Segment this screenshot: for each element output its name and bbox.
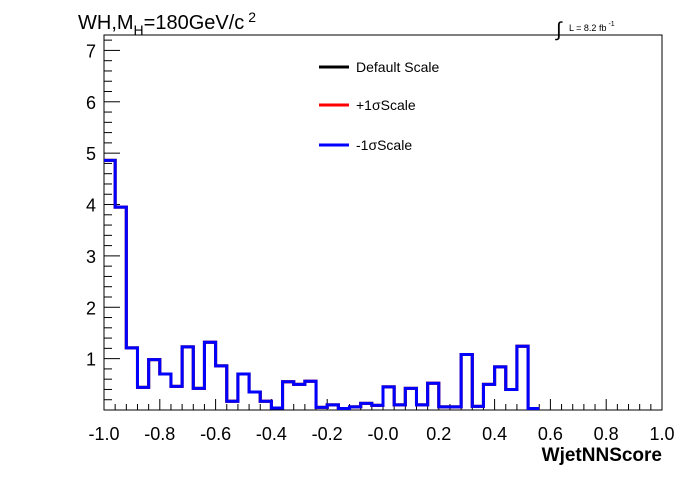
x-tick-label: 0.4: [482, 424, 507, 444]
chart-title-superscript: 2: [248, 9, 256, 25]
x-tick-label: -0.8: [144, 424, 175, 444]
x-tick-label: -0.6: [200, 424, 231, 444]
luminosity-superscript: -1: [608, 21, 614, 28]
x-tick-label: -0.4: [256, 424, 287, 444]
series-line-1-scale: [104, 158, 540, 410]
chart-title-rest: =180GeV/c: [144, 12, 245, 34]
y-tick-label: 1: [86, 350, 96, 370]
series-line-default-scale: [104, 158, 540, 410]
luminosity-text: L = 8.2 fb: [569, 23, 606, 33]
y-tick-label: 2: [86, 298, 96, 318]
series-group: [104, 158, 540, 410]
luminosity-integral-symbol: ∫: [555, 19, 563, 41]
y-tick-label: 7: [86, 41, 96, 61]
legend: Default Scale +1σScale -1σScale: [319, 59, 439, 153]
chart-title-subscript: H: [134, 22, 144, 38]
legend-label-plus-sigma: +1σScale: [356, 97, 416, 113]
legend-label-default-scale: Default Scale: [356, 59, 439, 75]
plot-frame: [103, 34, 663, 411]
axes: -1.0 -0.8 -0.6 -0.4 -0.2 -0.0 0.2 0.4 0.6 0.8 1.0 1…: [86, 39, 675, 444]
x-axis-label: WjetNNScore: [542, 445, 662, 466]
x-tick-label: 0.2: [426, 424, 451, 444]
legend-label-minus-sigma: -1σScale: [356, 137, 412, 153]
luminosity-label: L = 8.2 fb -1: [569, 21, 615, 33]
x-tick-label: -1.0: [88, 424, 119, 444]
y-tick-label: 5: [86, 144, 96, 164]
x-tick-label: 1.0: [649, 424, 674, 444]
chart-title: WH,MH=180GeV/c 2: [78, 9, 256, 38]
y-tick-label: 3: [86, 247, 96, 267]
chart-title-main: WH,M: [78, 12, 134, 34]
series-line-1-scale: [104, 158, 540, 410]
y-tick-label: 4: [86, 196, 96, 216]
x-tick-label: 0.8: [594, 424, 619, 444]
x-tick-label: -0.2: [312, 424, 343, 444]
x-tick-label: 0.6: [538, 424, 563, 444]
y-tick-label: 6: [86, 93, 96, 113]
x-tick-label: -0.0: [367, 424, 398, 444]
